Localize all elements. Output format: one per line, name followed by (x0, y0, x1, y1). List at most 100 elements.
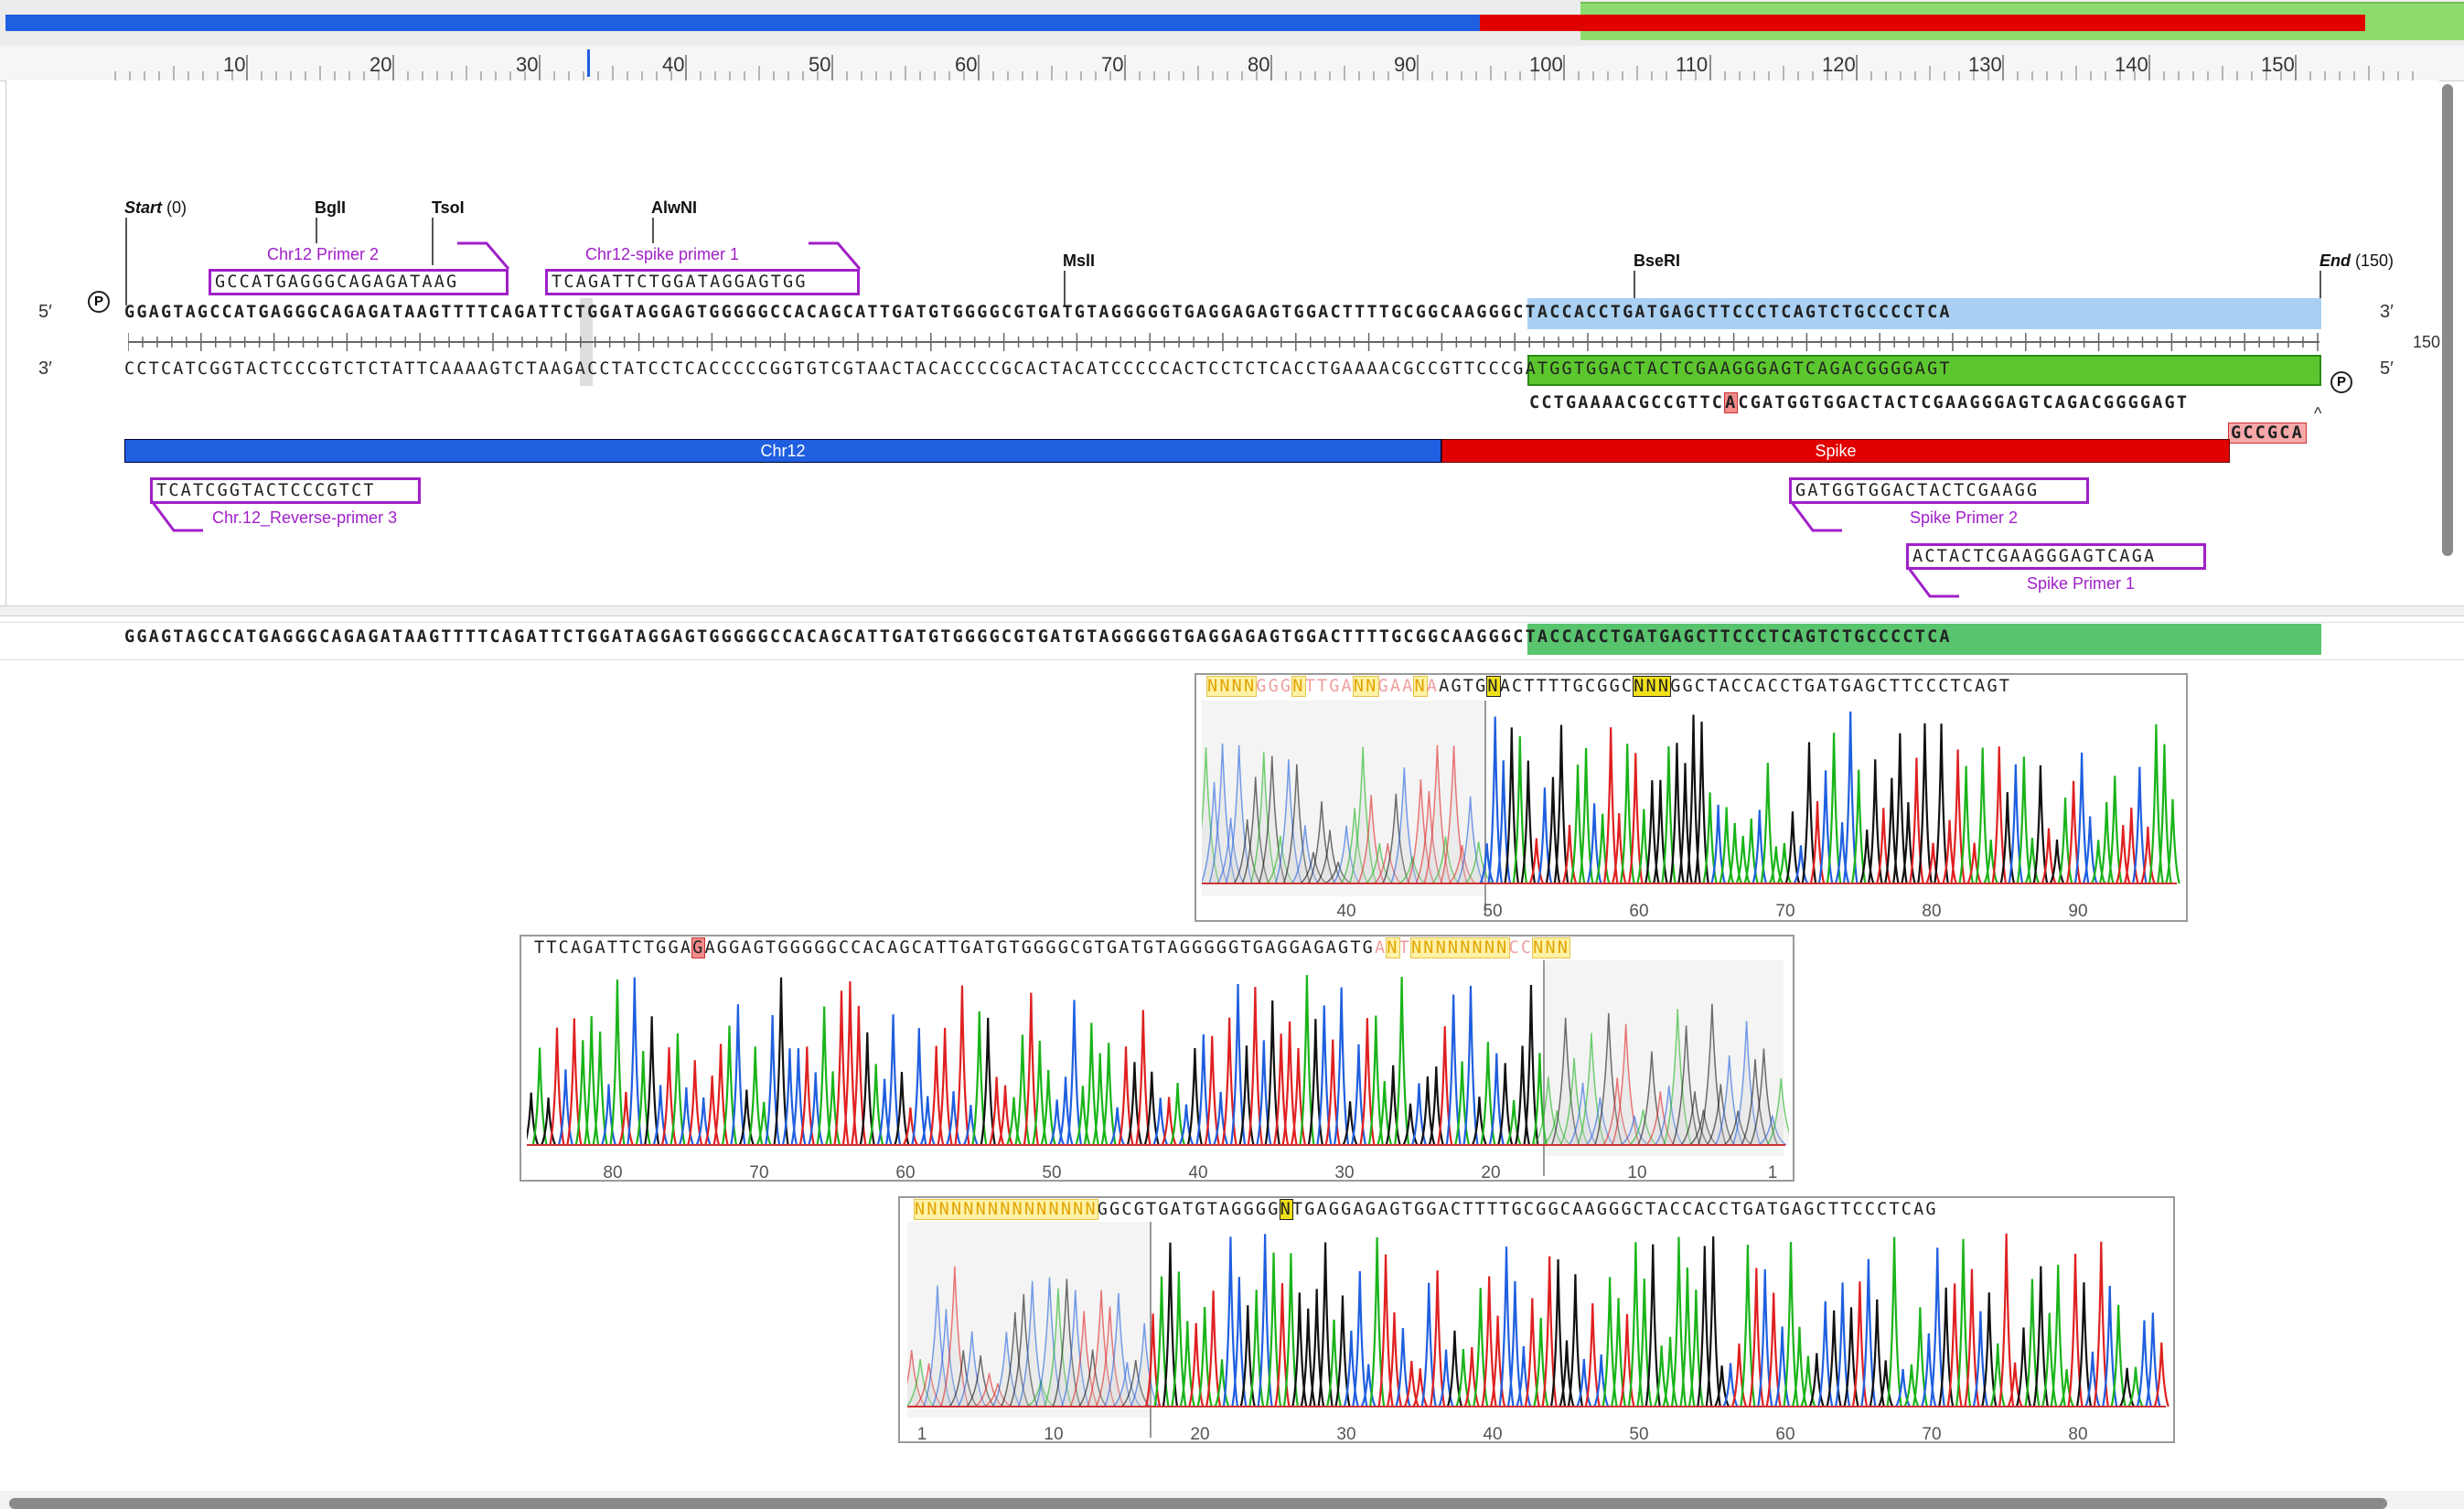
trace-peak (1052, 1279, 1082, 1407)
trace-peak (1644, 1244, 1661, 1407)
read-base-run: GAA (1377, 677, 1415, 696)
trace-peak (1567, 1274, 1584, 1407)
spike-primer1[interactable]: ACTACTCGAAGGGAGTCAGA (1906, 543, 2206, 570)
ruler[interactable]: 10 20 30 40 50 60 70 80 90 100 110 120 130 140 150 (0, 46, 2464, 81)
ruler-label: 10 (223, 53, 246, 76)
read-1-axis-label: 50 (1483, 902, 1502, 921)
panel-splitter[interactable] (0, 605, 2464, 616)
trace-peak (1594, 1012, 1623, 1146)
enzyme-bseri[interactable]: BseRI (1634, 252, 1681, 270)
trace-peak (1842, 712, 1859, 884)
ruler-label: 20 (370, 53, 392, 76)
trace-peak (1112, 1362, 1141, 1407)
trace-peak (1506, 1280, 1524, 1407)
trace-peak (2084, 1351, 2101, 1407)
read-1-sequence[interactable]: NNNNGGGNTTGANNGAANAAGTGNACTTTTGCGGCNNNGG… (1205, 676, 2011, 697)
read-base-run: G (691, 937, 706, 958)
trace-peak (907, 1350, 927, 1407)
trace-peak (549, 1027, 565, 1146)
chr12-spike-primer1[interactable]: TCAGATTCTGGATAGGAGTGG (545, 269, 860, 295)
trace-peak (962, 1105, 979, 1146)
trace-peak (1075, 1086, 1091, 1146)
trace-peak (1095, 1306, 1125, 1407)
trace-peak (937, 1027, 953, 1146)
trace-peak (730, 1004, 746, 1146)
cursor-marker[interactable] (587, 49, 590, 77)
top-strand[interactable]: GGAGTAGCCATGAGGGCAGAGATAAGTTTTCAGATTCTGG… (124, 303, 1952, 322)
feature-chr12[interactable]: Chr12 (124, 439, 1441, 463)
ruler-label: 110 (1676, 53, 1709, 76)
feature-spike[interactable]: Spike (1441, 439, 2230, 463)
read-base-run: NN (1352, 676, 1379, 697)
trace-peak (531, 1047, 548, 1146)
trace-peak (1981, 1292, 1998, 1407)
trace-peak (1121, 1359, 1151, 1407)
trace-peak (1317, 1242, 1334, 1407)
trace-peak (1878, 1360, 1894, 1407)
read-base-run: N (1486, 676, 1501, 697)
horizontal-scrollbar[interactable] (9, 1498, 2387, 1509)
trace-peak (1578, 747, 1594, 884)
trace-peak (1462, 985, 1479, 1146)
read-3-axis-label: 30 (1336, 1425, 1355, 1444)
enzyme-bgli[interactable]: BglI (315, 198, 346, 217)
trace-peak (1859, 829, 1875, 884)
read-base-run: GGCGTGATGTAGGGG (1097, 1200, 1280, 1219)
trace-peak (1274, 759, 1303, 884)
trace-peak (1903, 1364, 1920, 1407)
trace-peak (1357, 795, 1386, 884)
aligned-read[interactable]: CCTGAAAACGCCGTTCACGATGGTGGACTACTCGAAGGGA… (1529, 392, 2190, 413)
trace-peak (1534, 1076, 1563, 1146)
read-3-chromatogram: 1 10 20 30 40 50 60 70 80 (907, 1222, 2169, 1444)
chr12-reverse-primer3[interactable]: TCATCGGTACTCCCGTCT (150, 477, 421, 504)
trace-peak (1229, 984, 1247, 1146)
trace-peak (1382, 793, 1410, 884)
read-1-axis-label: 90 (2068, 902, 2087, 921)
bottom-strand[interactable]: CCTCATCGGTACTCCCGTCTCTATTCAAAAGTCTAAGACC… (124, 359, 1952, 379)
read-base-run: N (1386, 937, 1400, 958)
consensus-sequence[interactable]: GGAGTAGCCATGAGGGCAGAGATAAGTTTTCAGATTCTGG… (124, 627, 1952, 647)
trace-peak (919, 1096, 936, 1146)
read-2-sequence[interactable]: TTCAGATTCTGGAGAGGAGTGGGGGCCACAGCATTGATGT… (534, 937, 1571, 958)
ruler-label: 90 (1394, 53, 1417, 76)
trace-peak (747, 1046, 764, 1146)
trace-peak (1505, 1099, 1522, 1146)
trace-peak (1100, 1043, 1117, 1146)
trace-peak (1523, 984, 1539, 1146)
enzyme-tsoi[interactable]: TsoI (432, 198, 465, 217)
read-base-run: N (1291, 676, 1306, 697)
enzyme-bgli-line (316, 218, 317, 243)
trace-peak (1867, 759, 1883, 884)
spike-primer2[interactable]: GATGGTGGACTACTCGAAGG (1789, 477, 2089, 504)
vertical-scrollbar[interactable] (2442, 84, 2453, 556)
enzyme-msli[interactable]: MslI (1063, 252, 1096, 270)
chr12-primer2[interactable]: GCCATGAGGGCAGAGATAAG (209, 269, 509, 295)
ruler-label: 40 (662, 53, 685, 76)
trace-peak (957, 1331, 987, 1407)
trace-peak (1350, 1043, 1367, 1146)
read-base-run: NNN (1532, 937, 1571, 958)
read-base-run: NNNN (1205, 676, 1258, 697)
trace-peak (1886, 1236, 1902, 1407)
trace-peak (1445, 994, 1462, 1146)
trace-peak (2024, 838, 2041, 884)
trace-peak (884, 1014, 902, 1146)
ruler-label: 140 (2115, 53, 2148, 76)
overview-bar[interactable] (0, 0, 2464, 46)
trace-peak (1983, 840, 1998, 884)
ruler-label: 80 (1248, 53, 1270, 76)
bottom-strand-highlight (1527, 355, 2321, 386)
trace-peak (1925, 842, 1941, 884)
enzyme-alwni-line (652, 218, 654, 243)
phospho-right-icon: P (2330, 371, 2352, 393)
spike-primer2-label: Spike Primer 2 (1910, 508, 2019, 527)
trace-peak (1758, 1115, 1787, 1146)
trace-peak (1225, 744, 1253, 884)
read-3-sequence[interactable]: NNNNNNNNNNNNNNNGGCGTGATGTAGGGGNTGAGGAGAG… (914, 1199, 1938, 1220)
enzyme-alwni[interactable]: AlwNI (651, 198, 698, 217)
trace-peak (1395, 1328, 1411, 1407)
trace-peak (954, 985, 970, 1146)
spike-primer1-arrow (1906, 566, 1959, 598)
read-2-axis-label: 40 (1188, 1163, 1207, 1183)
trace-peak (1706, 1084, 1735, 1146)
